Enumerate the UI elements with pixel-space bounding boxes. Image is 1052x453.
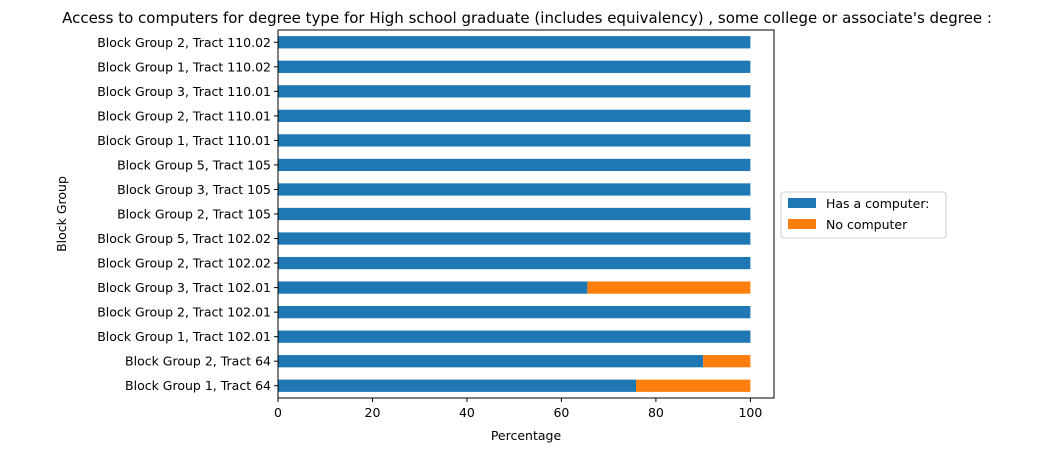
legend-label-no-computer: No computer xyxy=(826,217,908,232)
bar-has-computer-11 xyxy=(278,109,751,122)
x-tick-label: 100 xyxy=(738,405,762,420)
legend: Has a computer: No computer xyxy=(780,191,947,239)
bars-group xyxy=(278,36,751,392)
y-tick-label: Block Group 2, Tract 110.01 xyxy=(97,108,271,123)
y-tick-label: Block Group 2, Tract 64 xyxy=(125,354,271,369)
bar-has-computer-13 xyxy=(278,60,751,73)
y-tick-label: Block Group 1, Tract 102.01 xyxy=(97,329,271,344)
bar-no-computer-4 xyxy=(587,281,751,294)
bar-has-computer-2 xyxy=(278,330,751,343)
x-tick-label: 60 xyxy=(553,405,569,420)
bar-has-computer-12 xyxy=(278,85,751,98)
bar-has-computer-4 xyxy=(278,281,588,294)
y-tick-label: Block Group 2, Tract 105 xyxy=(117,207,271,222)
y-tick-label: Block Group 5, Tract 102.02 xyxy=(97,231,271,246)
legend-label-has-computer: Has a computer: xyxy=(826,196,929,211)
plot-frame xyxy=(277,29,775,399)
y-tick-label: Block Group 3, Tract 102.01 xyxy=(97,280,271,295)
legend-box xyxy=(780,191,947,239)
y-tick-label: Block Group 3, Tract 110.01 xyxy=(97,84,271,99)
x-tick-label: 0 xyxy=(274,405,282,420)
y-tick-label: Block Group 3, Tract 105 xyxy=(117,182,271,197)
bar-has-computer-1 xyxy=(278,355,704,368)
bar-has-computer-10 xyxy=(278,134,751,147)
x-tick-label: 80 xyxy=(648,405,664,420)
x-axis-label: Percentage xyxy=(491,428,562,443)
bar-has-computer-3 xyxy=(278,306,751,319)
bar-no-computer-1 xyxy=(703,355,751,368)
bar-has-computer-0 xyxy=(278,379,637,392)
bar-has-computer-14 xyxy=(278,36,751,49)
bar-has-computer-7 xyxy=(278,207,751,221)
x-axis-ticks: 0 20 40 60 80 100 xyxy=(274,398,762,420)
y-tick-label: Block Group 2, Tract 110.02 xyxy=(97,35,271,50)
bar-has-computer-6 xyxy=(278,232,751,245)
legend-swatch-no-computer xyxy=(788,219,816,229)
bar-has-computer-5 xyxy=(278,256,751,270)
y-tick-label: Block Group 2, Tract 102.01 xyxy=(97,305,271,320)
x-tick-label: 40 xyxy=(459,405,475,420)
chart-title: Access to computers for degree type for … xyxy=(62,9,992,27)
y-tick-label: Block Group 1, Tract 110.02 xyxy=(97,59,271,74)
y-tick-label: Block Group 2, Tract 102.02 xyxy=(97,256,271,271)
y-axis-ticks: Block Group 1, Tract 64 Block Group 2, Tr… xyxy=(97,35,278,393)
y-tick-label: Block Group 1, Tract 110.01 xyxy=(97,133,271,148)
y-tick-label: Block Group 5, Tract 105 xyxy=(117,157,271,172)
y-tick-label: Block Group 1, Tract 64 xyxy=(125,378,271,393)
bar-has-computer-9 xyxy=(278,158,751,172)
x-tick-label: 20 xyxy=(365,405,381,420)
bar-no-computer-0 xyxy=(636,379,751,392)
bar-has-computer-8 xyxy=(278,183,751,196)
legend-swatch-has-computer xyxy=(788,198,816,208)
y-axis-label: Block Group xyxy=(54,176,69,252)
